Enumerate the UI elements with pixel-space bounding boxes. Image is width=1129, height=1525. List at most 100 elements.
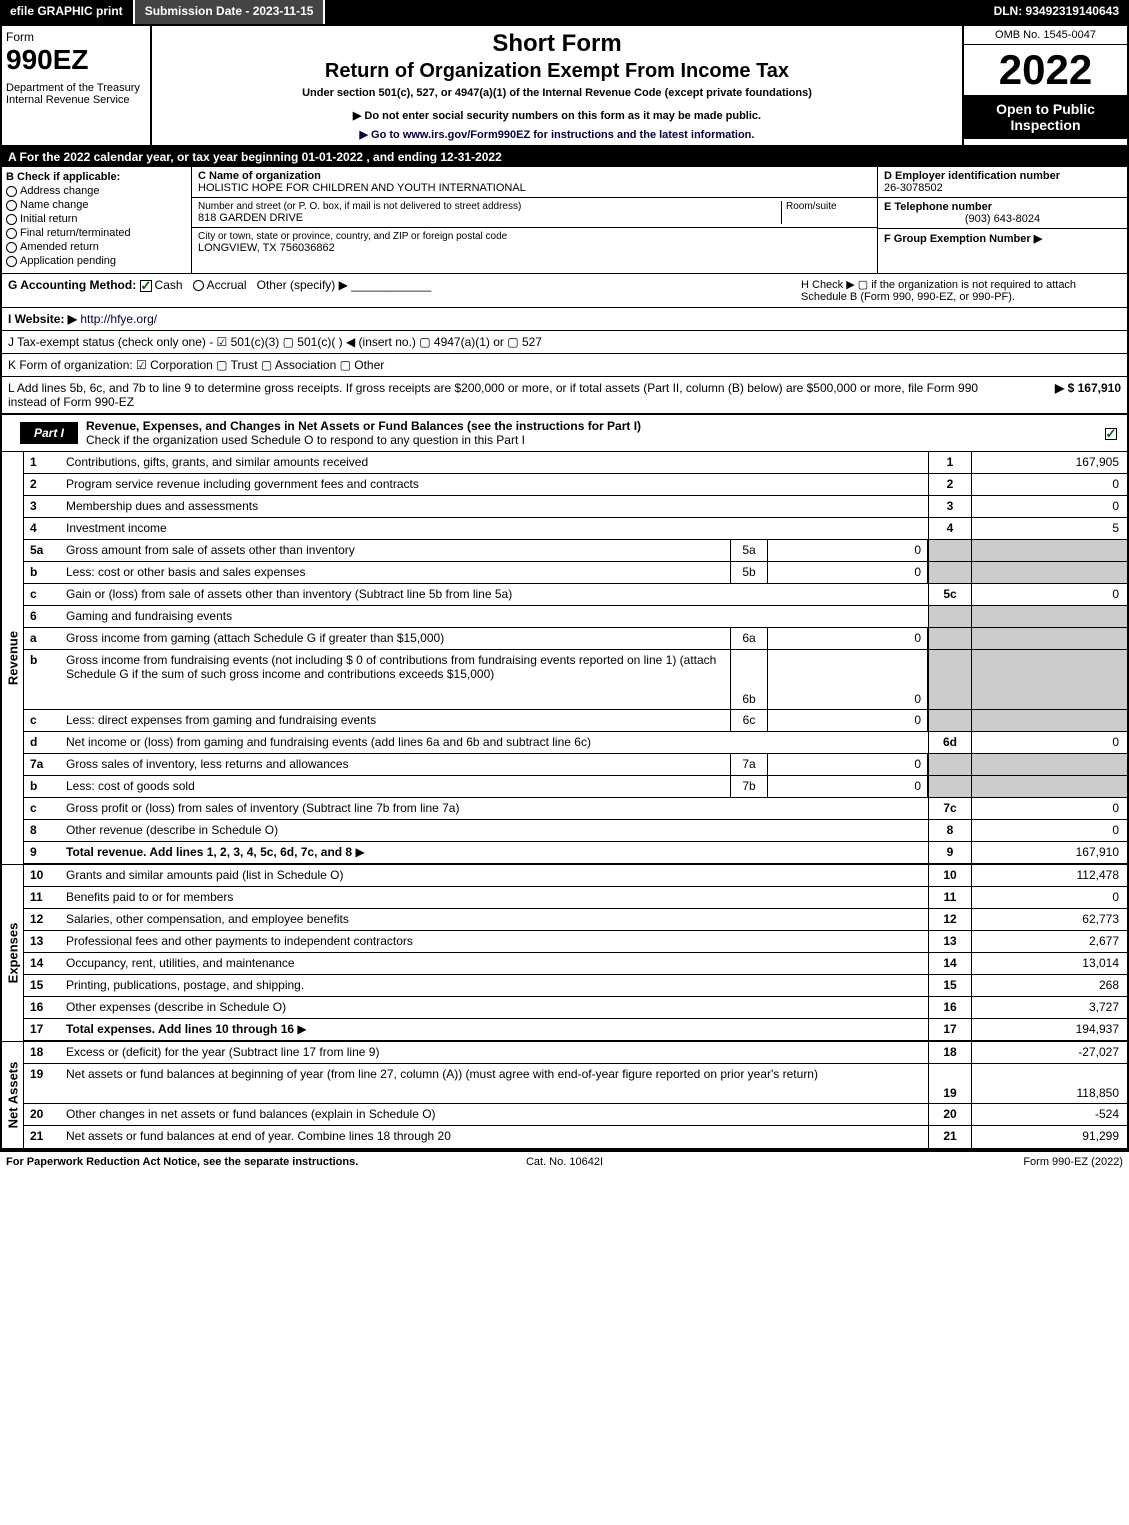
submission-date: Submission Date - 2023-11-15 <box>135 0 326 24</box>
expenses-sidebar: Expenses <box>2 865 24 1041</box>
row-8: 8Other revenue (describe in Schedule O)8… <box>24 820 1127 842</box>
irs-link[interactable]: ▶ Go to www.irs.gov/Form990EZ for instru… <box>360 129 755 141</box>
line-l-text: L Add lines 5b, 6c, and 7b to line 9 to … <box>8 381 1001 409</box>
row-21: 21Net assets or fund balances at end of … <box>24 1126 1127 1148</box>
org-name-label: C Name of organization <box>198 170 526 182</box>
check-address-change[interactable]: Address change <box>6 185 187 197</box>
accrual-label: Accrual <box>207 278 247 292</box>
section-bcd: B Check if applicable: Address change Na… <box>2 167 1127 274</box>
section-b: B Check if applicable: Address change Na… <box>2 167 192 273</box>
row-17: 17Total expenses. Add lines 10 through 1… <box>24 1019 1127 1041</box>
dln: DLN: 93492319140643 <box>984 0 1129 24</box>
org-addr-row: Number and street (or P. O. box, if mail… <box>192 198 877 228</box>
phone-row: E Telephone number (903) 643-8024 <box>878 198 1127 229</box>
line-a: A For the 2022 calendar year, or tax yea… <box>2 147 1127 167</box>
top-bar: efile GRAPHIC print Submission Date - 20… <box>0 0 1129 24</box>
row-1: 1Contributions, gifts, grants, and simil… <box>24 452 1127 474</box>
ssn-warning: ▶ Do not enter social security numbers o… <box>160 109 954 122</box>
line-k: K Form of organization: ☑ Corporation ▢ … <box>2 354 1127 377</box>
line-j: J Tax-exempt status (check only one) - ☑… <box>2 331 1127 354</box>
row-6b: bGross income from fundraising events (n… <box>24 650 1127 710</box>
part-1-header: Part I Revenue, Expenses, and Changes in… <box>2 414 1127 452</box>
other-label: Other (specify) ▶ <box>257 278 348 292</box>
phone-value: (903) 643-8024 <box>884 213 1121 225</box>
row-13: 13Professional fees and other payments t… <box>24 931 1127 953</box>
website-link[interactable]: http://hfye.org/ <box>80 312 157 326</box>
department: Department of the Treasury Internal Reve… <box>6 82 146 106</box>
subtitle: Under section 501(c), 527, or 4947(a)(1)… <box>160 87 954 99</box>
cash-label: Cash <box>155 278 183 292</box>
org-city-row: City or town, state or province, country… <box>192 228 877 257</box>
row-4: 4Investment income45 <box>24 518 1127 540</box>
line-g-h: G Accounting Method: Cash Accrual Other … <box>2 274 1127 308</box>
row-3: 3Membership dues and assessments30 <box>24 496 1127 518</box>
row-16: 16Other expenses (describe in Schedule O… <box>24 997 1127 1019</box>
schedule-o-check[interactable] <box>1105 428 1117 440</box>
group-exemption-label: F Group Exemption Number ▶ <box>884 233 1042 245</box>
ein-label: D Employer identification number <box>884 170 1121 182</box>
ein-value: 26-3078502 <box>884 182 1121 194</box>
row-7c: cGross profit or (loss) from sales of in… <box>24 798 1127 820</box>
section-c: C Name of organization HOLISTIC HOPE FOR… <box>192 167 877 273</box>
line-h: H Check ▶ ▢ if the organization is not r… <box>801 278 1121 303</box>
page-footer: For Paperwork Reduction Act Notice, see … <box>0 1150 1129 1172</box>
footer-formno: Form 990-EZ (2022) <box>751 1156 1123 1168</box>
revenue-sidebar: Revenue <box>2 452 24 864</box>
expenses-section: Expenses 10Grants and similar amounts pa… <box>2 864 1127 1041</box>
net-assets-sidebar: Net Assets <box>2 1042 24 1148</box>
row-5b: bLess: cost or other basis and sales exp… <box>24 562 1127 584</box>
row-10: 10Grants and similar amounts paid (list … <box>24 865 1127 887</box>
addr-label: Number and street (or P. O. box, if mail… <box>198 201 781 212</box>
row-6: 6Gaming and fundraising events <box>24 606 1127 628</box>
revenue-section: Revenue 1Contributions, gifts, grants, a… <box>2 452 1127 864</box>
line-g-label: G Accounting Method: <box>8 278 136 292</box>
check-initial-return[interactable]: Initial return <box>6 213 187 225</box>
room-suite-label: Room/suite <box>781 201 871 224</box>
tax-year: 2022 <box>964 45 1127 95</box>
form-header: Form 990EZ Department of the Treasury In… <box>2 26 1127 147</box>
row-7b: bLess: cost of goods sold7b0 <box>24 776 1127 798</box>
check-cash[interactable] <box>140 280 152 292</box>
footer-paperwork: For Paperwork Reduction Act Notice, see … <box>6 1156 378 1168</box>
title-short-form: Short Form <box>160 30 954 58</box>
form-label: Form <box>6 30 146 44</box>
row-11: 11Benefits paid to or for members110 <box>24 887 1127 909</box>
check-final-return[interactable]: Final return/terminated <box>6 227 187 239</box>
footer-catno: Cat. No. 10642I <box>378 1156 750 1168</box>
row-2: 2Program service revenue including gover… <box>24 474 1127 496</box>
row-9: 9Total revenue. Add lines 1, 2, 3, 4, 5c… <box>24 842 1127 864</box>
form-container: Form 990EZ Department of the Treasury In… <box>0 24 1129 1150</box>
goto-link[interactable]: ▶ Go to www.irs.gov/Form990EZ for instru… <box>160 128 954 141</box>
org-address: 818 GARDEN DRIVE <box>198 212 781 224</box>
part-1-title: Revenue, Expenses, and Changes in Net As… <box>78 415 1097 451</box>
row-5a: 5aGross amount from sale of assets other… <box>24 540 1127 562</box>
section-b-label: B Check if applicable: <box>6 171 187 183</box>
phone-label: E Telephone number <box>884 201 1121 213</box>
header-right: OMB No. 1545-0047 2022 Open to Public In… <box>962 26 1127 145</box>
line-g: G Accounting Method: Cash Accrual Other … <box>8 278 801 303</box>
row-7a: 7aGross sales of inventory, less returns… <box>24 754 1127 776</box>
check-accrual[interactable] <box>193 280 204 291</box>
check-application-pending[interactable]: Application pending <box>6 255 187 267</box>
check-name-change[interactable]: Name change <box>6 199 187 211</box>
group-exemption-row: F Group Exemption Number ▶ <box>878 229 1127 273</box>
row-12: 12Salaries, other compensation, and empl… <box>24 909 1127 931</box>
row-19: 19Net assets or fund balances at beginni… <box>24 1064 1127 1104</box>
ein-row: D Employer identification number 26-3078… <box>878 167 1127 198</box>
line-i-label: I Website: ▶ <box>8 312 77 326</box>
city-label: City or town, state or province, country… <box>198 231 507 242</box>
line-i: I Website: ▶ http://hfye.org/ <box>2 308 1127 331</box>
section-def: D Employer identification number 26-3078… <box>877 167 1127 273</box>
omb-number: OMB No. 1545-0047 <box>964 26 1127 45</box>
row-15: 15Printing, publications, postage, and s… <box>24 975 1127 997</box>
public-inspection: Open to Public Inspection <box>964 95 1127 139</box>
header-middle: Short Form Return of Organization Exempt… <box>152 26 962 145</box>
row-5c: cGain or (loss) from sale of assets othe… <box>24 584 1127 606</box>
row-6a: aGross income from gaming (attach Schedu… <box>24 628 1127 650</box>
form-number: 990EZ <box>6 44 146 76</box>
row-14: 14Occupancy, rent, utilities, and mainte… <box>24 953 1127 975</box>
efile-print-button[interactable]: efile GRAPHIC print <box>0 0 135 24</box>
part-1-tab: Part I <box>20 422 78 444</box>
org-name: HOLISTIC HOPE FOR CHILDREN AND YOUTH INT… <box>198 182 526 194</box>
check-amended-return[interactable]: Amended return <box>6 241 187 253</box>
